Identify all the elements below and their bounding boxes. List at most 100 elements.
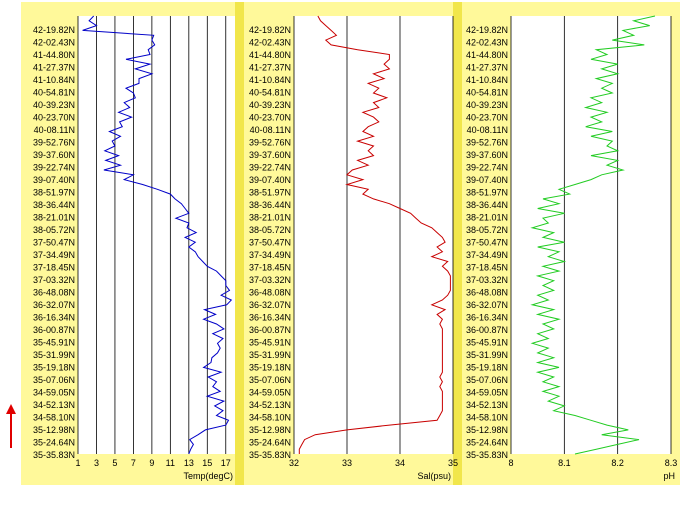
latitude-label: 35-45.91N [249,338,291,348]
latitude-label: 38-51.97N [33,188,75,198]
latitude-label: 37-18.45N [466,263,508,273]
latitude-label: 36-00.87N [249,325,291,335]
latitude-label: 39-37.60N [466,150,508,160]
latitude-label: 40-54.81N [33,88,75,98]
latitude-labels-ph: 42-19.82N 42-02.43N 41-44.80N 41-27.37N 41-1… [466,25,508,460]
latitude-label: 36-16.34N [466,313,508,323]
ph-plot-area [511,16,671,454]
latitude-label: 38-21.01N [33,213,75,223]
latitude-label: 35-24.64N [249,438,291,448]
latitude-label: 36-48.08N [466,288,508,298]
latitude-label: 37-50.47N [466,238,508,248]
latitude-label: 40-08.11N [467,125,508,135]
latitude-label: 34-59.05N [466,388,508,398]
latitude-label: 41-27.37N [33,63,75,73]
latitude-label: 37-50.47N [33,238,75,248]
latitude-label: 36-32.07N [466,300,508,310]
latitude-label: 42-02.43N [466,38,508,48]
temperature-tick-labels: 1 3 5 7 9 11 13 15 17 [75,458,230,468]
ph-gridlines [510,16,672,454]
latitude-label: 34-58.10N [466,413,508,423]
latitude-label: 40-23.70N [33,113,75,123]
latitude-label: 38-51.97N [466,188,508,198]
latitude-label: 39-22.74N [33,163,75,173]
x-tick-label: 5 [112,458,117,468]
latitude-label: 39-37.60N [33,150,75,160]
latitude-label: 39-22.74N [466,163,508,173]
x-tick-label: 3 [94,458,99,468]
latitude-label: 40-39.23N [249,100,291,110]
latitude-label: 38-05.72N [33,225,75,235]
ph-axis-title: pH [663,471,675,481]
latitude-label: 34-52.13N [249,400,291,410]
latitude-label: 35-35.83N [249,450,291,460]
latitude-label: 35-24.64N [33,438,75,448]
latitude-label: 36-32.07N [33,300,75,310]
salinity-profile-line [298,15,451,454]
ph-profile-line [530,15,656,455]
latitude-label: 41-27.37N [249,63,291,73]
latitude-label: 38-05.72N [249,225,291,235]
latitude-label: 35-12.98N [249,425,291,435]
latitude-label: 35-45.91N [33,338,75,348]
latitude-label: 35-31.99N [33,350,75,360]
latitude-label: 42-02.43N [249,38,291,48]
x-tick-label: 8 [508,458,513,468]
latitude-label: 37-50.47N [249,238,291,248]
up-arrow-icon [6,404,16,448]
latitude-label: 38-21.01N [466,213,508,223]
latitude-label: 38-36.44N [466,200,508,210]
latitude-label: 41-44.80N [249,50,291,60]
latitude-label: 34-59.05N [249,388,291,398]
latitude-label: 37-34.49N [249,250,291,260]
latitude-label: 35-19.18N [249,363,291,373]
latitude-label: 38-21.01N [249,213,291,223]
latitude-label: 41-44.80N [466,50,508,60]
latitude-label: 35-07.06N [466,375,508,385]
latitude-label: 39-37.60N [249,150,291,160]
latitude-label: 39-52.76N [249,138,291,148]
latitude-label: 35-45.91N [466,338,508,348]
latitude-label: 42-19.82N [249,25,291,35]
latitude-label: 39-07.40N [466,175,508,185]
latitude-label: 37-03.32N [249,275,291,285]
latitude-label: 39-52.76N [466,138,508,148]
latitude-label: 40-54.81N [249,88,291,98]
latitude-label: 40-54.81N [466,88,508,98]
latitude-label: 41-10.84N [249,75,291,85]
latitude-label: 35-07.06N [249,375,291,385]
ph-tick-labels: 8 8.1 8.2 8.3 [508,458,677,468]
x-tick-label: 32 [289,458,299,468]
latitude-label: 42-19.82N [33,25,75,35]
latitude-label: 36-32.07N [249,300,291,310]
latitude-label: 40-23.70N [249,113,291,123]
latitude-label: 40-39.23N [33,100,75,110]
latitude-label: 36-48.08N [33,288,75,298]
x-tick-label: 1 [75,458,80,468]
latitude-label: 36-16.34N [33,313,75,323]
x-tick-label: 8.1 [558,458,571,468]
latitude-label: 39-52.76N [33,138,75,148]
latitude-label: 38-36.44N [249,200,291,210]
panel-separator-1 [235,2,244,485]
latitude-label: 41-44.80N [33,50,75,60]
latitude-label: 34-58.10N [249,413,291,423]
latitude-label: 40-39.23N [466,100,508,110]
latitude-label: 35-19.18N [33,363,75,373]
salinity-tick-labels: 32 33 34 35 [289,458,458,468]
x-tick-label: 33 [342,458,352,468]
temperature-axis-title: Temp(degC) [183,471,233,481]
temperature-plot-area [78,16,235,454]
latitude-label: 34-59.05N [33,388,75,398]
latitude-label: 37-18.45N [249,263,291,273]
x-tick-label: 11 [166,458,175,468]
latitude-label: 40-08.11N [34,125,75,135]
x-tick-label: 9 [149,458,154,468]
latitude-label: 35-31.99N [466,350,508,360]
latitude-label: 37-03.32N [33,275,75,285]
latitude-label: 36-48.08N [249,288,291,298]
temperature-profile-line [82,15,233,455]
latitude-label: 35-12.98N [466,425,508,435]
latitude-label: 36-00.87N [33,325,75,335]
